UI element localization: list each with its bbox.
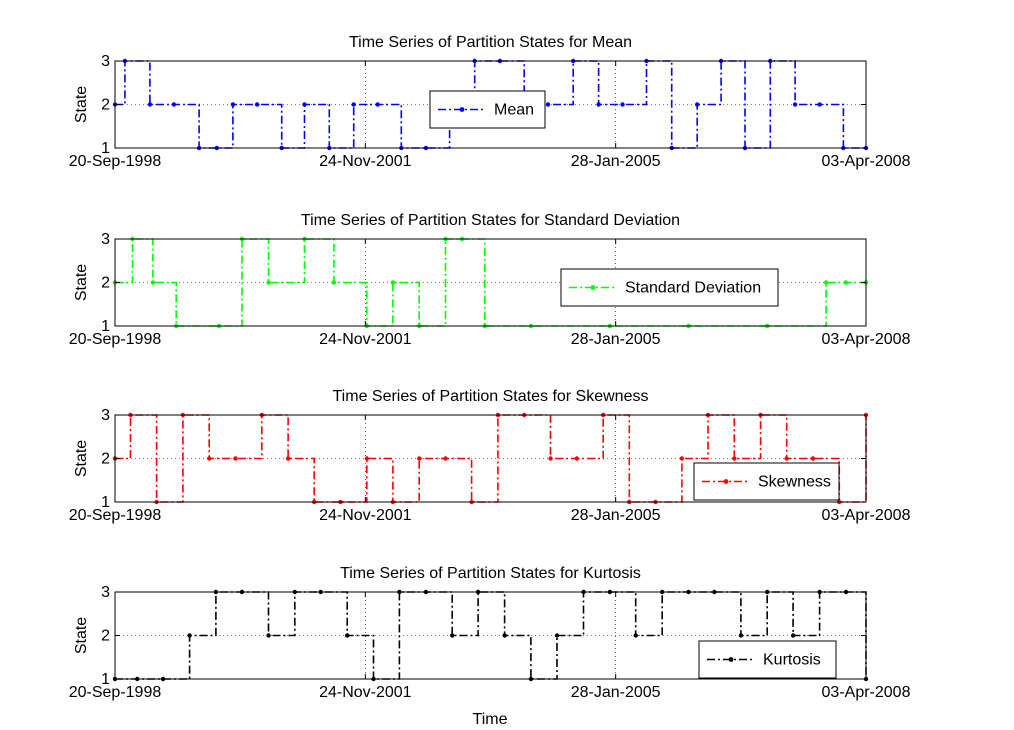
- data-point: [351, 102, 356, 107]
- y-tick-label: 3: [101, 53, 110, 70]
- x-tick-label: 03-Apr-2008: [822, 153, 911, 170]
- data-point: [596, 102, 601, 107]
- data-point: [633, 633, 638, 638]
- chart-panel-2: Time Series of Partition States for Stan…: [69, 212, 911, 348]
- x-tick-label: 24-Nov-2001: [319, 331, 412, 348]
- x-tick-label: 20-Sep-1998: [69, 331, 162, 348]
- y-tick-label: 1: [101, 671, 110, 688]
- data-point: [810, 456, 816, 461]
- chart-title: Time Series of Partition States for Mean: [349, 34, 632, 51]
- y-tick-label: 3: [101, 231, 110, 248]
- data-point: [738, 633, 744, 638]
- data-point: [147, 102, 153, 107]
- x-tick-label: 20-Sep-1998: [69, 153, 162, 170]
- data-point: [732, 456, 737, 461]
- data-point: [792, 102, 798, 107]
- data-point: [823, 280, 829, 285]
- data-point: [266, 633, 271, 638]
- legend-label: Kurtosis: [763, 652, 821, 669]
- data-point: [417, 456, 422, 461]
- y-tick-label: 3: [101, 584, 110, 601]
- data-point: [302, 102, 307, 107]
- data-point: [545, 102, 551, 107]
- data-point: [266, 280, 271, 285]
- legend-marker: [459, 107, 465, 112]
- data-point: [620, 102, 625, 107]
- x-tick-label: 24-Nov-2001: [319, 684, 412, 701]
- data-point: [790, 633, 796, 638]
- x-tick-label: 03-Apr-2008: [822, 684, 911, 701]
- data-point: [694, 102, 700, 107]
- x-tick-label: 24-Nov-2001: [319, 507, 412, 524]
- legend-marker: [728, 657, 734, 662]
- y-tick-label: 2: [101, 97, 110, 114]
- y-tick-label: 2: [101, 628, 110, 645]
- legend-marker: [590, 285, 596, 290]
- chart-panel-1: Time Series of Partition States for Mean…: [69, 34, 911, 170]
- x-tick-label: 20-Sep-1998: [69, 684, 162, 701]
- y-tick-label: 2: [101, 451, 110, 468]
- data-point: [331, 280, 337, 285]
- data-point: [679, 456, 685, 461]
- y-axis-label: State: [73, 617, 90, 654]
- data-point: [345, 633, 350, 638]
- x-tick-label: 28-Jan-2005: [571, 684, 661, 701]
- x-tick-label: 28-Jan-2005: [571, 331, 661, 348]
- x-tick-label: 20-Sep-1998: [69, 507, 162, 524]
- x-axis-label: Time: [473, 711, 508, 728]
- data-point: [230, 102, 236, 107]
- data-point: [390, 280, 396, 285]
- data-point: [554, 633, 560, 638]
- x-tick-label: 03-Apr-2008: [822, 331, 911, 348]
- data-point: [548, 456, 553, 461]
- data-point: [233, 456, 238, 461]
- x-tick-label: 28-Jan-2005: [571, 153, 661, 170]
- data-point: [843, 280, 849, 285]
- data-point: [375, 102, 380, 107]
- data-point: [502, 633, 507, 638]
- y-axis-label: State: [73, 440, 90, 477]
- data-point: [817, 102, 822, 107]
- legend-box: [698, 640, 837, 679]
- chart-title: Time Series of Partition States for Stan…: [301, 212, 680, 229]
- data-point: [443, 456, 448, 461]
- data-point: [364, 456, 370, 461]
- data-point: [784, 456, 789, 461]
- y-tick-label: 1: [101, 494, 110, 511]
- legend-label: Skewness: [758, 474, 831, 491]
- data-point: [450, 633, 455, 638]
- data-point: [171, 102, 177, 107]
- y-tick-label: 2: [101, 275, 110, 292]
- y-axis-label: State: [73, 264, 90, 301]
- chart-panel-3: Time Series of Partition States for Skew…: [69, 388, 911, 524]
- legend-label: Standard Deviation: [625, 280, 761, 297]
- data-point: [254, 102, 260, 107]
- chart-panel-4: Time Series of Partition States for Kurt…: [69, 565, 911, 701]
- data-point: [207, 456, 212, 461]
- legend-marker: [723, 479, 729, 484]
- x-tick-label: 24-Nov-2001: [319, 153, 412, 170]
- y-tick-label: 3: [101, 407, 110, 424]
- legend-label: Mean: [494, 102, 534, 119]
- data-point: [187, 633, 192, 638]
- data-point: [285, 456, 291, 461]
- y-tick-label: 1: [101, 318, 110, 335]
- y-axis-label: State: [73, 86, 90, 123]
- series-line-kurtosis: [115, 591, 867, 680]
- data-point: [150, 280, 156, 285]
- y-tick-label: 1: [101, 140, 110, 157]
- x-tick-label: 03-Apr-2008: [822, 507, 911, 524]
- chart-title: Time Series of Partition States for Skew…: [333, 388, 649, 405]
- x-tick-label: 28-Jan-2005: [571, 507, 661, 524]
- data-point: [574, 456, 580, 461]
- chart-title: Time Series of Partition States for Kurt…: [340, 565, 641, 582]
